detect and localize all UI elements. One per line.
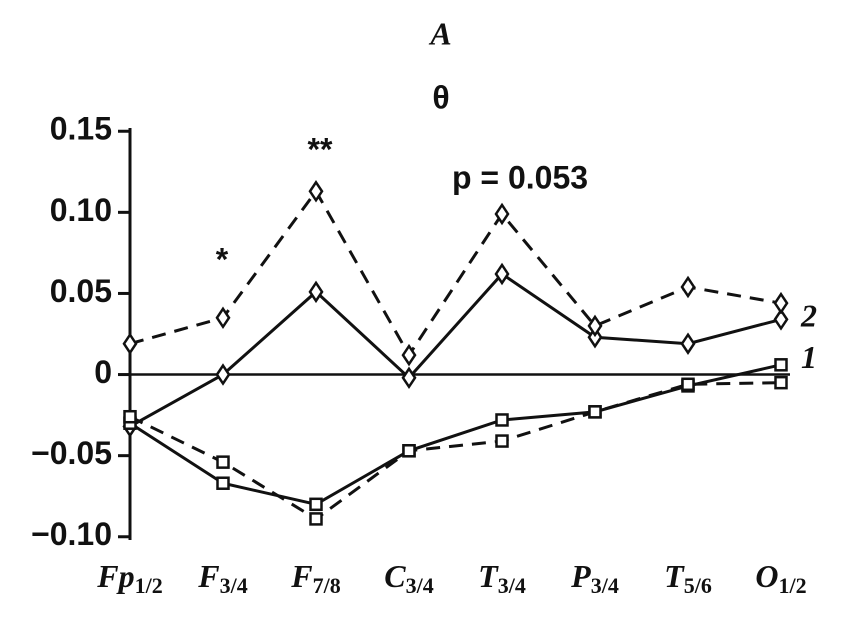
marker xyxy=(495,413,509,427)
x-tick-label: C3/4 xyxy=(384,558,433,598)
chart-title: A xyxy=(428,15,451,51)
marker xyxy=(588,405,602,419)
marker xyxy=(215,363,231,386)
x-tick-label: F7/8 xyxy=(290,558,340,598)
x-tick-label: Fp1/2 xyxy=(96,558,162,598)
marker xyxy=(401,343,417,367)
y-tick-label: −0.05 xyxy=(31,435,112,471)
x-tick-label: F3/4 xyxy=(197,558,247,598)
series-line xyxy=(129,188,782,358)
marker xyxy=(680,275,696,299)
x-tick-label: P3/4 xyxy=(570,558,619,598)
x-tick-label: T5/6 xyxy=(664,558,712,598)
y-tick-label: 0.10 xyxy=(50,192,112,228)
chart-subtitle: θ xyxy=(432,79,449,115)
marker xyxy=(494,202,510,226)
y-tick-label: 0.05 xyxy=(50,273,112,309)
series-line xyxy=(129,381,782,521)
marker xyxy=(774,358,788,372)
marker xyxy=(216,455,230,469)
marker xyxy=(681,377,695,392)
line-label: 2 xyxy=(800,298,817,334)
x-tick-label: O1/2 xyxy=(755,558,806,598)
annotation: p = 0.053 xyxy=(452,159,588,195)
marker xyxy=(216,476,230,490)
marker xyxy=(774,375,788,390)
marker xyxy=(123,409,137,424)
y-tick-label: 0 xyxy=(94,354,112,390)
annotation: ** xyxy=(308,131,333,167)
y-tick-label: 0.15 xyxy=(50,111,112,147)
series-line xyxy=(129,272,782,428)
marker xyxy=(308,280,324,304)
annotation: * xyxy=(216,241,229,277)
line-label: 1 xyxy=(801,339,817,375)
marker xyxy=(122,332,138,355)
marker xyxy=(308,180,324,203)
marker xyxy=(215,306,231,330)
x-tick-label: T3/4 xyxy=(478,558,526,598)
marker xyxy=(309,497,323,512)
marker xyxy=(402,444,416,458)
marker xyxy=(587,325,603,349)
marker xyxy=(495,434,509,448)
y-tick-label: −0.10 xyxy=(31,516,112,552)
marker xyxy=(401,366,417,390)
marker xyxy=(773,291,789,315)
marker xyxy=(494,262,510,286)
marker xyxy=(680,332,696,355)
marker xyxy=(309,512,323,526)
marker xyxy=(587,314,603,338)
marker xyxy=(773,308,789,331)
